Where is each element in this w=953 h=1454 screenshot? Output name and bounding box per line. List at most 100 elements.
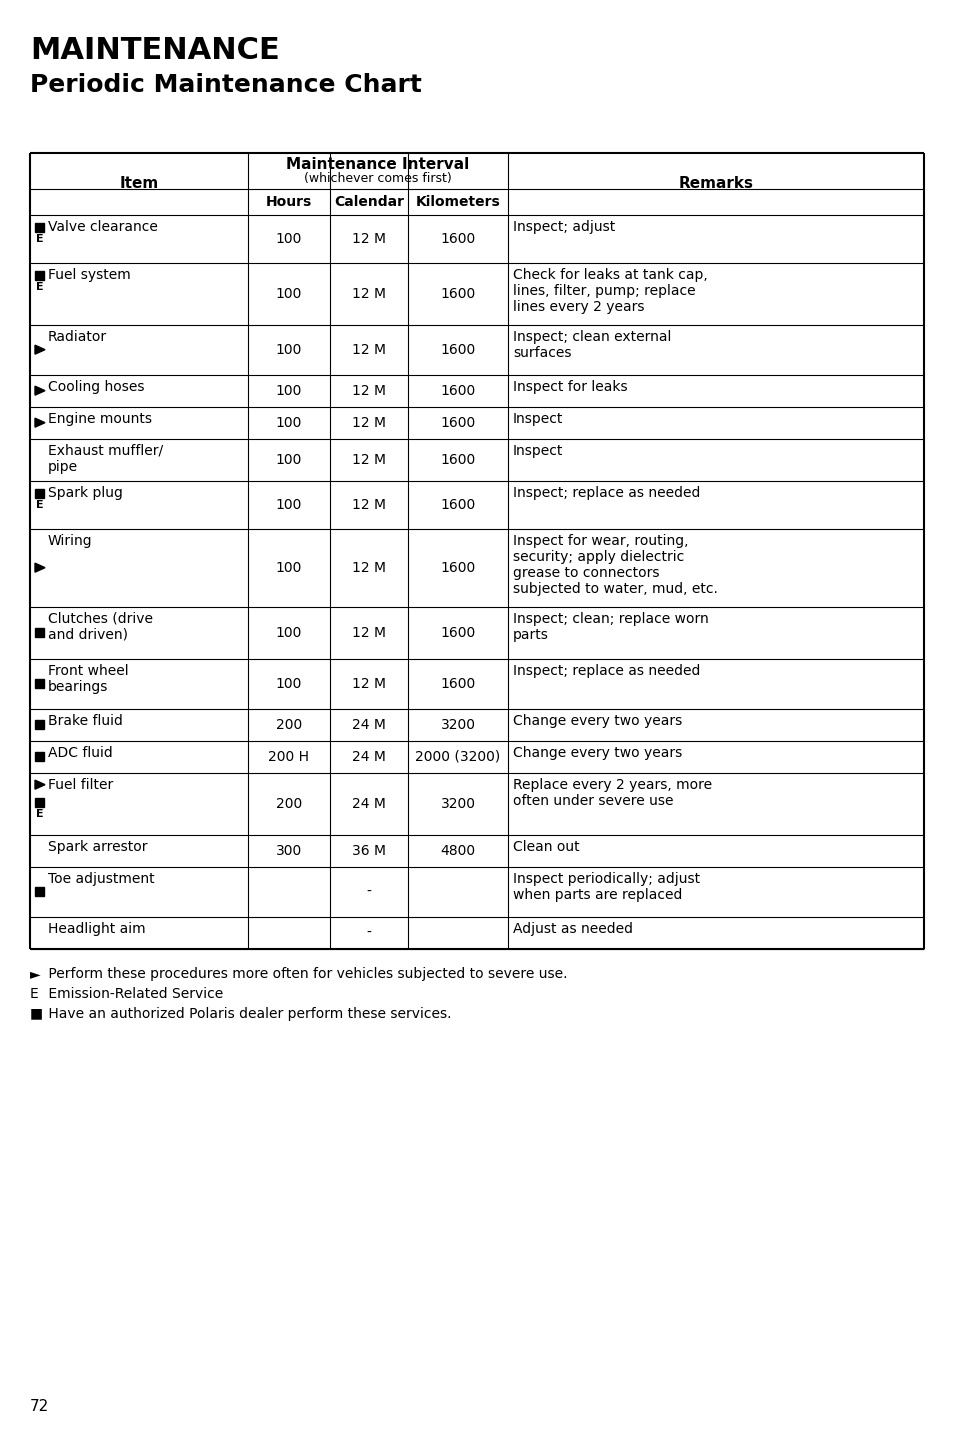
Text: Inspect for wear, routing,
security; apply dielectric
grease to connectors
subje: Inspect for wear, routing, security; app… bbox=[513, 534, 717, 596]
Text: Cooling hoses: Cooling hoses bbox=[48, 379, 144, 394]
Text: 3200: 3200 bbox=[440, 718, 475, 731]
Text: Fuel filter: Fuel filter bbox=[48, 778, 113, 791]
Text: ■: ■ bbox=[30, 1006, 43, 1021]
Text: Have an authorized Polaris dealer perform these services.: Have an authorized Polaris dealer perfor… bbox=[44, 1006, 451, 1021]
Bar bbox=[35, 679, 44, 688]
Text: Clean out: Clean out bbox=[513, 839, 579, 853]
Text: E: E bbox=[35, 500, 43, 510]
Text: 12 M: 12 M bbox=[352, 343, 386, 356]
Text: Emission-Related Service: Emission-Related Service bbox=[44, 987, 223, 1000]
Text: Inspect; clean; replace worn
parts: Inspect; clean; replace worn parts bbox=[513, 612, 708, 641]
Text: 100: 100 bbox=[275, 452, 302, 467]
Text: E: E bbox=[35, 282, 43, 292]
Text: 100: 100 bbox=[275, 625, 302, 640]
Text: Change every two years: Change every two years bbox=[513, 746, 681, 759]
Text: Change every two years: Change every two years bbox=[513, 714, 681, 727]
Text: 12 M: 12 M bbox=[352, 452, 386, 467]
Text: 100: 100 bbox=[275, 416, 302, 430]
Text: 200: 200 bbox=[275, 718, 302, 731]
Text: 1600: 1600 bbox=[440, 625, 476, 640]
Text: Engine mounts: Engine mounts bbox=[48, 411, 152, 426]
Text: MAINTENANCE: MAINTENANCE bbox=[30, 36, 279, 65]
Text: Exhaust muffler/
pipe: Exhaust muffler/ pipe bbox=[48, 443, 163, 474]
Text: Inspect; replace as needed: Inspect; replace as needed bbox=[513, 486, 700, 500]
Text: 100: 100 bbox=[275, 286, 302, 301]
Text: 200 H: 200 H bbox=[268, 750, 309, 763]
Bar bbox=[35, 222, 44, 231]
Text: Inspect; replace as needed: Inspect; replace as needed bbox=[513, 663, 700, 678]
Text: 12 M: 12 M bbox=[352, 497, 386, 512]
Text: 1600: 1600 bbox=[440, 286, 476, 301]
Text: Inspect; adjust: Inspect; adjust bbox=[513, 220, 615, 234]
Polygon shape bbox=[35, 563, 45, 573]
Text: 1600: 1600 bbox=[440, 676, 476, 691]
Text: -: - bbox=[366, 884, 371, 899]
Text: Remarks: Remarks bbox=[678, 176, 753, 190]
Bar bbox=[35, 752, 44, 762]
Text: 24 M: 24 M bbox=[352, 718, 386, 731]
Polygon shape bbox=[35, 387, 45, 395]
Text: Inspect: Inspect bbox=[513, 443, 563, 458]
Bar bbox=[35, 887, 44, 896]
Text: 3200: 3200 bbox=[440, 797, 475, 811]
Text: Check for leaks at tank cap,
lines, filter, pump; replace
lines every 2 years: Check for leaks at tank cap, lines, filt… bbox=[513, 268, 707, 314]
Text: (whichever comes first): (whichever comes first) bbox=[304, 172, 452, 185]
Text: 100: 100 bbox=[275, 343, 302, 356]
Text: E: E bbox=[30, 987, 39, 1000]
Text: 100: 100 bbox=[275, 384, 302, 398]
Text: Replace every 2 years, more
often under severe use: Replace every 2 years, more often under … bbox=[513, 778, 711, 808]
Text: E: E bbox=[35, 234, 43, 244]
Bar bbox=[35, 628, 44, 637]
Text: 1600: 1600 bbox=[440, 231, 476, 246]
Text: 12 M: 12 M bbox=[352, 286, 386, 301]
Text: 1600: 1600 bbox=[440, 416, 476, 430]
Text: Perform these procedures more often for vehicles subjected to severe use.: Perform these procedures more often for … bbox=[44, 967, 567, 980]
Text: 100: 100 bbox=[275, 231, 302, 246]
Text: Spark plug: Spark plug bbox=[48, 486, 123, 500]
Text: 1600: 1600 bbox=[440, 497, 476, 512]
Text: 1600: 1600 bbox=[440, 384, 476, 398]
Text: 1600: 1600 bbox=[440, 452, 476, 467]
Text: 36 M: 36 M bbox=[352, 843, 386, 858]
Bar bbox=[35, 270, 44, 279]
Bar bbox=[35, 798, 44, 807]
Text: Inspect for leaks: Inspect for leaks bbox=[513, 379, 627, 394]
Text: Fuel system: Fuel system bbox=[48, 268, 131, 282]
Text: 100: 100 bbox=[275, 497, 302, 512]
Text: 4800: 4800 bbox=[440, 843, 475, 858]
Text: 24 M: 24 M bbox=[352, 797, 386, 811]
Text: 100: 100 bbox=[275, 561, 302, 574]
Text: 100: 100 bbox=[275, 676, 302, 691]
Text: Headlight aim: Headlight aim bbox=[48, 922, 146, 936]
Polygon shape bbox=[35, 345, 45, 355]
Text: 300: 300 bbox=[275, 843, 302, 858]
Text: E: E bbox=[35, 808, 43, 819]
Text: Periodic Maintenance Chart: Periodic Maintenance Chart bbox=[30, 73, 421, 97]
Text: ►: ► bbox=[30, 967, 41, 980]
Text: 24 M: 24 M bbox=[352, 750, 386, 763]
Bar bbox=[35, 489, 44, 497]
Text: 1600: 1600 bbox=[440, 561, 476, 574]
Text: 12 M: 12 M bbox=[352, 231, 386, 246]
Text: Kilometers: Kilometers bbox=[416, 195, 500, 209]
Text: Inspect; clean external
surfaces: Inspect; clean external surfaces bbox=[513, 330, 671, 361]
Text: -: - bbox=[366, 926, 371, 939]
Text: Spark arrestor: Spark arrestor bbox=[48, 839, 148, 853]
Text: Front wheel
bearings: Front wheel bearings bbox=[48, 663, 129, 694]
Polygon shape bbox=[35, 419, 45, 427]
Text: Adjust as needed: Adjust as needed bbox=[513, 922, 633, 936]
Text: 1600: 1600 bbox=[440, 343, 476, 356]
Text: Wiring: Wiring bbox=[48, 534, 92, 548]
Text: Hours: Hours bbox=[266, 195, 312, 209]
Text: Toe adjustment: Toe adjustment bbox=[48, 871, 154, 885]
Polygon shape bbox=[35, 781, 45, 790]
Text: 12 M: 12 M bbox=[352, 416, 386, 430]
Text: Maintenance Interval: Maintenance Interval bbox=[286, 157, 469, 172]
Text: 12 M: 12 M bbox=[352, 384, 386, 398]
Text: 72: 72 bbox=[30, 1399, 50, 1413]
Text: ADC fluid: ADC fluid bbox=[48, 746, 112, 759]
Text: Valve clearance: Valve clearance bbox=[48, 220, 157, 234]
Text: 12 M: 12 M bbox=[352, 625, 386, 640]
Text: 12 M: 12 M bbox=[352, 561, 386, 574]
Text: Brake fluid: Brake fluid bbox=[48, 714, 123, 727]
